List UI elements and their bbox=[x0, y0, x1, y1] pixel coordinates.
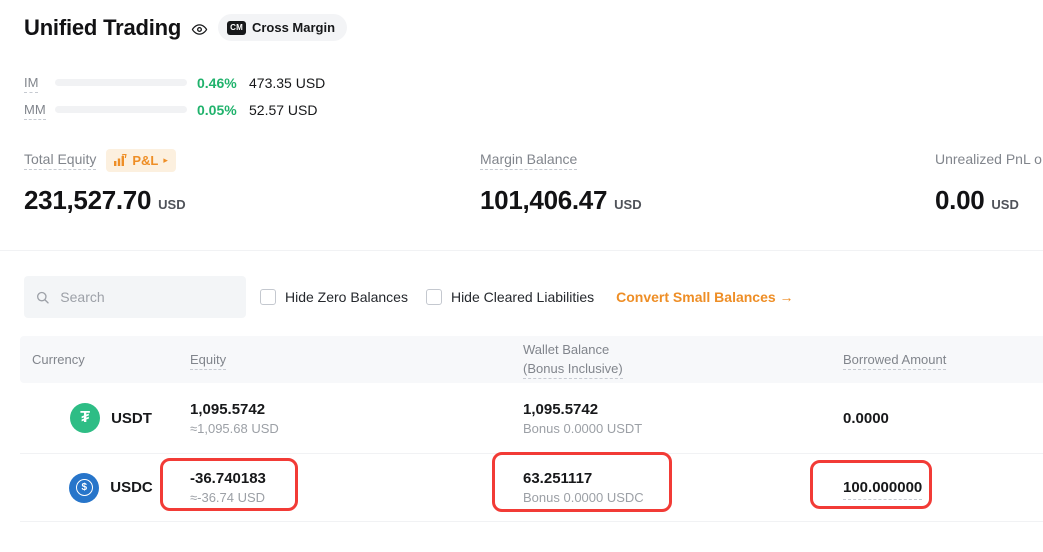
equity-value: -36.740183 bbox=[190, 470, 266, 487]
margin-balance-unit: USD bbox=[614, 197, 642, 212]
im-progress-bar bbox=[55, 79, 187, 86]
wallet-bonus-value: Bonus 0.0000 USDT bbox=[523, 420, 643, 436]
mm-percent: 0.05% bbox=[197, 101, 237, 118]
wallet-balance-cell: 1,095.5742 Bonus 0.0000 USDT bbox=[523, 383, 843, 453]
col-borrowed-amount[interactable]: Borrowed Amount bbox=[843, 352, 1043, 370]
title-row: Unified Trading CM Cross Margin bbox=[24, 14, 348, 41]
mm-amount: 52.57 USD bbox=[249, 101, 318, 118]
pnl-button[interactable]: P&L ▸ bbox=[106, 148, 176, 172]
borrowed-value: 0.0000 bbox=[843, 409, 889, 427]
col-currency: Currency bbox=[32, 352, 85, 367]
usdt-icon: ₮ bbox=[70, 403, 101, 433]
hide-cleared-label[interactable]: Hide Cleared Liabilities bbox=[450, 289, 595, 305]
total-equity-unit: USD bbox=[158, 197, 186, 212]
convert-small-balances-link[interactable]: Convert Small Balances → bbox=[616, 289, 794, 305]
hide-cleared-liabilities-toggle[interactable]: Hide Cleared Liabilities bbox=[425, 289, 595, 305]
total-equity-label[interactable]: Total Equity bbox=[24, 151, 97, 170]
total-equity-value: 231,527.70 bbox=[24, 185, 152, 215]
pnl-label: P&L bbox=[132, 152, 159, 168]
hide-zero-balances-toggle[interactable]: Hide Zero Balances bbox=[260, 289, 408, 305]
equity-usd-value: ≈-36.74 USD bbox=[190, 490, 266, 505]
search-input[interactable] bbox=[58, 288, 234, 306]
eye-icon[interactable] bbox=[191, 21, 208, 38]
col-wallet-balance[interactable]: Wallet Balance (Bonus Inclusive) bbox=[523, 341, 843, 379]
margin-mode-badge[interactable]: CM Cross Margin bbox=[218, 14, 348, 41]
coin-symbol: USDT bbox=[111, 409, 152, 427]
wallet-balance-value: 63.251117 bbox=[523, 470, 593, 487]
hide-zero-label[interactable]: Hide Zero Balances bbox=[285, 289, 408, 305]
borrowed-amount-cell: 100.000000 bbox=[843, 454, 1043, 521]
unrealized-pnl-value: 0.00 bbox=[935, 185, 985, 215]
margin-meters: IM 0.46% 473.35 USD MM 0.05% 52.57 USD bbox=[24, 74, 326, 120]
unrealized-pnl-unit: USD bbox=[991, 197, 1019, 212]
unrealized-pnl-block: Unrealized PnL o 0.00 USD bbox=[935, 148, 1043, 216]
currency-cell: ₮ USDT bbox=[32, 383, 190, 453]
table-header: Currency Equity Wallet Balance (Bonus In… bbox=[20, 336, 1043, 383]
equity-cell: 1,095.5742 ≈1,095.68 USD bbox=[190, 383, 523, 453]
margin-balance-label[interactable]: Margin Balance bbox=[480, 151, 578, 170]
equity-cell: -36.740183 ≈-36.74 USD bbox=[190, 454, 523, 521]
margin-balance-value: 101,406.47 bbox=[480, 185, 608, 215]
equity-usd-value: ≈1,095.68 USD bbox=[190, 420, 279, 436]
table-row-usdt: ₮ USDT 1,095.5742 ≈1,095.68 USD 1,095.57… bbox=[20, 383, 1043, 454]
borrowed-amount-cell: 0.0000 bbox=[843, 383, 1043, 453]
margin-balance-block: Margin Balance 101,406.47 USD bbox=[480, 148, 642, 216]
chart-icon bbox=[114, 154, 127, 166]
usdc-icon: $ bbox=[69, 472, 100, 503]
im-meter-row: IM 0.46% 473.35 USD bbox=[24, 74, 326, 93]
margin-mode-label: Cross Margin bbox=[251, 20, 336, 35]
unrealized-pnl-label: Unrealized PnL o bbox=[935, 151, 1042, 167]
asset-table: Currency Equity Wallet Balance (Bonus In… bbox=[0, 336, 1043, 522]
filters-row: Hide Zero Balances Hide Cleared Liabilit… bbox=[24, 276, 794, 318]
hide-cleared-checkbox[interactable] bbox=[425, 289, 442, 305]
page-title: Unified Trading bbox=[24, 14, 182, 40]
equity-value: 1,095.5742 bbox=[190, 400, 266, 418]
search-box[interactable] bbox=[24, 276, 246, 318]
total-equity-block: Total Equity P&L ▸ 231,527.70 USD bbox=[24, 148, 186, 216]
borrowed-value[interactable]: 100.000000 bbox=[843, 479, 1043, 500]
coin-symbol: USDC bbox=[110, 479, 153, 496]
mm-meter-row: MM 0.05% 52.57 USD bbox=[24, 101, 325, 120]
wallet-bonus-value: Bonus 0.0000 USDC bbox=[523, 490, 644, 505]
wallet-balance-cell: 63.251117 Bonus 0.0000 USDC bbox=[523, 454, 843, 521]
im-amount: 473.35 USD bbox=[249, 74, 326, 91]
wallet-balance-value: 1,095.5742 bbox=[523, 400, 599, 418]
search-icon bbox=[36, 291, 49, 304]
pnl-expand-icon: ▸ bbox=[163, 154, 168, 165]
mm-label[interactable]: MM bbox=[24, 102, 55, 120]
section-divider bbox=[0, 250, 1043, 251]
im-label[interactable]: IM bbox=[24, 75, 55, 93]
hide-zero-checkbox[interactable] bbox=[260, 289, 276, 305]
cross-margin-icon: CM bbox=[227, 20, 246, 35]
col-equity[interactable]: Equity bbox=[190, 352, 523, 370]
table-row-usdc: $ USDC -36.740183 ≈-36.74 USD 63.251117 … bbox=[20, 452, 1043, 522]
im-percent: 0.46% bbox=[197, 74, 237, 91]
mm-progress-bar bbox=[55, 106, 187, 113]
currency-cell: $ USDC bbox=[32, 454, 190, 521]
